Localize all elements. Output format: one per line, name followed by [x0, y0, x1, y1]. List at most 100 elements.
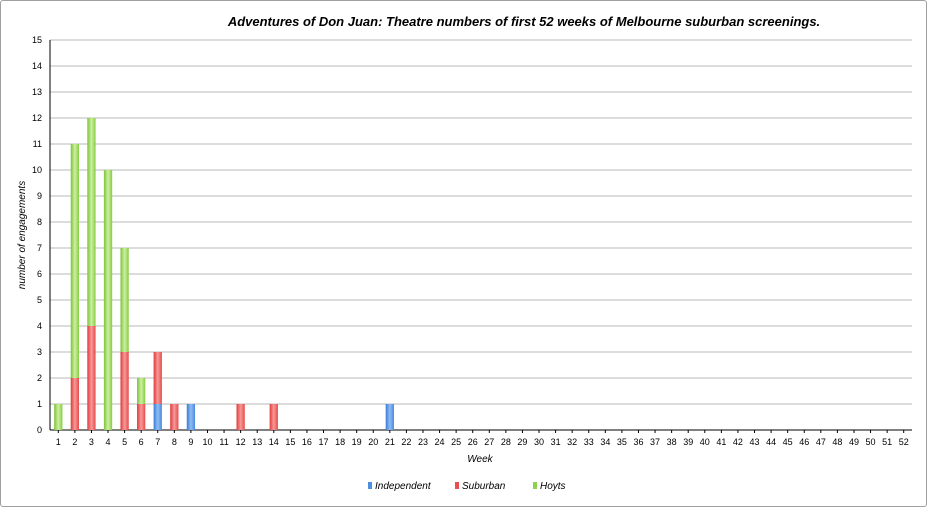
legend-swatch [533, 482, 537, 489]
x-tick-label: 5 [122, 437, 127, 447]
x-tick-label: 17 [319, 437, 329, 447]
x-tick-label: 10 [202, 437, 212, 447]
x-tick-label: 38 [667, 437, 677, 447]
legend-label: Independent [375, 481, 432, 492]
x-tick-label: 29 [517, 437, 527, 447]
x-tick-label: 21 [385, 437, 395, 447]
x-tick-label: 7 [155, 437, 160, 447]
x-tick-label: 47 [816, 437, 826, 447]
x-tick-label: 4 [106, 437, 111, 447]
x-tick-label: 2 [72, 437, 77, 447]
y-tick-label: 5 [37, 295, 42, 305]
x-tick-label: 35 [617, 437, 627, 447]
y-axis-label: number of engagements [17, 181, 28, 289]
y-tick-label: 14 [32, 61, 42, 71]
x-tick-label: 19 [352, 437, 362, 447]
x-tick-label: 39 [683, 437, 693, 447]
x-tick-label: 36 [633, 437, 643, 447]
x-tick-label: 11 [219, 437, 228, 447]
bar-suburban [153, 352, 162, 404]
x-tick-label: 50 [866, 437, 876, 447]
bar-independent [186, 404, 196, 430]
bar-hoyts [70, 144, 80, 378]
bar-hoyts [87, 118, 96, 326]
x-tick-label: 26 [468, 437, 478, 447]
x-tick-label: 3 [89, 437, 94, 447]
y-tick-label: 9 [37, 191, 42, 201]
x-tick-label: 30 [534, 437, 544, 447]
x-tick-label: 42 [733, 437, 743, 447]
x-tick-label: 49 [849, 437, 859, 447]
x-tick-label: 48 [832, 437, 842, 447]
x-tick-label: 20 [368, 437, 378, 447]
x-tick-label: 46 [799, 437, 809, 447]
y-tick-label: 10 [32, 165, 42, 175]
x-tick-label: 33 [584, 437, 594, 447]
x-tick-label: 51 [882, 437, 892, 447]
bar-independent [153, 404, 162, 430]
x-tick-label: 31 [551, 437, 561, 447]
bar-suburban [120, 352, 129, 430]
y-tick-label: 15 [32, 35, 42, 45]
x-tick-label: 41 [716, 437, 726, 447]
legend-swatch [368, 482, 372, 489]
bar-suburban [137, 404, 146, 430]
x-tick-label: 40 [700, 437, 710, 447]
bar-hoyts [120, 248, 129, 352]
x-tick-label: 52 [899, 437, 909, 447]
x-tick-label: 16 [302, 437, 312, 447]
legend-label: Suburban [462, 481, 506, 492]
x-tick-labels: 1 2 3 4 5 6 7 8 9 10 11 12 13 14 15 16 17 18 19 20 21 22 23 24 2… [56, 430, 909, 447]
bar-hoyts [54, 404, 63, 430]
x-tick-label: 9 [188, 437, 193, 447]
chart-title: Adventures of Don Juan: Theatre numbers … [227, 14, 820, 29]
bar-suburban [236, 404, 245, 430]
x-tick-label: 34 [600, 437, 610, 447]
y-tick-label: 6 [37, 269, 42, 279]
x-tick-label: 14 [269, 437, 279, 447]
x-tick-label: 28 [501, 437, 511, 447]
y-tick-label: 2 [37, 373, 42, 383]
x-tick-label: 15 [285, 437, 295, 447]
y-tick-label: 11 [33, 139, 42, 149]
legend: Independent Suburban Hoyts [368, 481, 566, 492]
x-tick-label: 27 [484, 437, 494, 447]
x-tick-label: 13 [252, 437, 262, 447]
y-tick-label: 13 [32, 87, 42, 97]
x-tick-label: 12 [236, 437, 246, 447]
legend-label: Hoyts [540, 481, 566, 492]
x-axis-label: Week [467, 454, 493, 465]
bars [54, 118, 394, 430]
bar-suburban [269, 404, 278, 430]
y-tick-label: 1 [37, 399, 42, 409]
x-tick-label: 24 [435, 437, 445, 447]
y-tick-label: 7 [37, 243, 42, 253]
x-tick-label: 25 [451, 437, 461, 447]
bar-suburban [87, 326, 96, 430]
x-tick-label: 8 [172, 437, 177, 447]
y-tick-label: 12 [32, 113, 42, 123]
bar-independent [385, 404, 394, 430]
x-tick-label: 6 [139, 437, 144, 447]
x-tick-label: 37 [650, 437, 660, 447]
bar-hoyts [103, 170, 113, 430]
y-tick-label: 0 [37, 425, 42, 435]
bar-suburban [170, 404, 179, 430]
x-tick-label: 44 [766, 437, 776, 447]
legend-swatch [455, 482, 459, 489]
y-tick-label: 3 [37, 347, 42, 357]
gridlines [49, 39, 912, 431]
x-tick-label: 1 [56, 437, 61, 447]
bar-hoyts [137, 378, 146, 404]
bar-suburban [70, 378, 80, 430]
y-tick-label: 8 [37, 217, 42, 227]
y-tick-label: 4 [37, 321, 42, 331]
x-tick-label: 43 [750, 437, 760, 447]
x-tick-label: 45 [783, 437, 793, 447]
x-tick-label: 22 [401, 437, 411, 447]
x-tick-label: 32 [567, 437, 577, 447]
x-tick-label: 23 [418, 437, 428, 447]
x-tick-label: 18 [335, 437, 345, 447]
